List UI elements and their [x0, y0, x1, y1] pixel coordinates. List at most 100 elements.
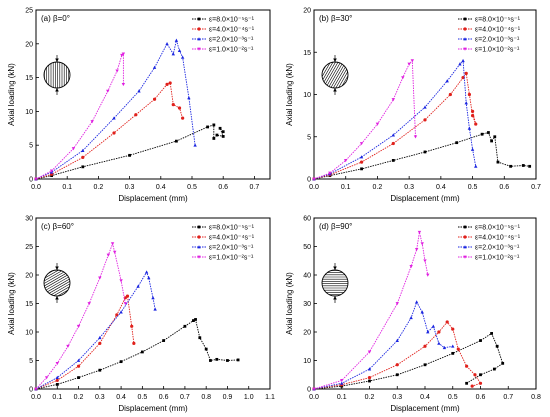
x-tick-label: 1.0: [244, 394, 254, 401]
data-point: [55, 378, 59, 383]
x-tick-label: 0.4: [436, 184, 446, 191]
y-tick-label: 40: [303, 273, 311, 280]
data-point: [193, 143, 197, 147]
data-point: [115, 69, 119, 73]
x-tick-label: 0.3: [125, 184, 135, 191]
chart-panel-4: 0.0 0.1 0.2 0.3 0.4 0.5 0.6 0.7 0.8 0 10 20 30 40 50 60…: [285, 216, 541, 414]
series-2: [34, 81, 185, 181]
data-point: [467, 92, 471, 97]
legend-entry: ε=1.0×10⁻²s⁻¹: [475, 47, 520, 54]
data-point: [367, 376, 372, 380]
data-point: [467, 126, 472, 130]
data-point: [49, 169, 54, 173]
data-point: [464, 71, 468, 75]
data-point: [134, 113, 138, 117]
data-point: [55, 361, 59, 366]
data-point: [465, 381, 469, 385]
series-1: [312, 332, 505, 391]
series-line: [35, 271, 156, 390]
data-point: [470, 109, 475, 113]
x-tick-label: 0.4: [420, 394, 430, 401]
data-point: [34, 387, 38, 391]
y-tick-label: 60: [303, 216, 311, 223]
data-point: [221, 135, 225, 138]
y-tick-label: 10: [25, 330, 33, 337]
data-point: [340, 379, 344, 383]
data-point: [215, 133, 219, 137]
legend-entry: ε=1.0×10⁻²s⁻¹: [209, 255, 254, 262]
panel-label: (d) β=90°: [319, 222, 352, 231]
legend-marker: [463, 235, 467, 239]
x-tick-label: 0.6: [159, 394, 169, 401]
data-point: [312, 387, 316, 391]
data-point: [98, 341, 102, 345]
y-tick-label: 15: [303, 50, 311, 57]
x-tick-label: 0.5: [468, 184, 478, 191]
data-point: [98, 276, 102, 280]
series-4: [34, 242, 128, 391]
data-point: [328, 171, 332, 175]
data-point: [106, 89, 110, 93]
data-point: [144, 270, 149, 274]
series-line: [313, 59, 477, 180]
data-point: [226, 359, 229, 362]
data-point: [55, 375, 59, 379]
legend-marker: [197, 47, 201, 51]
x-tick-label: 0.4: [156, 184, 166, 191]
panel-label: (b) β=30°: [319, 14, 352, 23]
data-point: [417, 230, 422, 235]
panel-label: (a) β=0°: [41, 14, 70, 23]
series-3: [34, 38, 197, 181]
data-point: [470, 147, 475, 151]
data-point: [456, 347, 460, 351]
data-point: [395, 338, 399, 342]
data-point: [391, 98, 395, 102]
data-point: [168, 81, 172, 85]
x-tick-label: 0.2: [74, 394, 84, 401]
data-point: [204, 347, 208, 351]
data-point: [420, 242, 424, 246]
data-point: [445, 320, 449, 324]
y-tick-label: 20: [25, 273, 33, 280]
data-point: [77, 376, 80, 379]
data-point: [119, 279, 123, 283]
series-line: [35, 52, 124, 180]
data-point: [448, 92, 452, 97]
data-point: [218, 126, 222, 130]
data-point: [81, 148, 85, 153]
data-point: [123, 302, 128, 306]
y-tick-label: 15: [25, 301, 33, 308]
data-point: [312, 177, 316, 181]
series-line: [35, 82, 184, 180]
series-1: [34, 318, 240, 391]
data-point: [473, 373, 477, 377]
x-tick-label: 0.8: [201, 394, 211, 401]
data-point: [81, 165, 85, 169]
y-tick-label: 0: [307, 177, 311, 184]
x-tick-label: 0.7: [503, 394, 513, 401]
data-point: [119, 310, 123, 314]
x-axis-title: Displacement (mm): [390, 404, 460, 413]
x-tick-label: 0.6: [476, 394, 486, 401]
specimen-disc-icon: [43, 55, 71, 95]
x-tick-label: 0.3: [392, 394, 402, 401]
data-point: [395, 373, 399, 377]
x-tick-label: 0.6: [218, 184, 228, 191]
x-axis-title: Displacement (mm): [118, 194, 188, 203]
data-point: [528, 164, 532, 168]
data-point: [121, 52, 126, 56]
legend-marker: [197, 245, 201, 249]
legend-entry: ε=2.0×10⁻³s⁻¹: [209, 245, 254, 252]
series-3: [312, 300, 455, 391]
data-point: [106, 253, 111, 257]
series-line: [313, 72, 477, 180]
specimen-disc-icon: [39, 263, 75, 303]
y-tick-label: 30: [25, 216, 33, 223]
data-point: [66, 344, 70, 349]
data-point: [461, 58, 465, 63]
series-2: [34, 294, 136, 391]
x-tick-label: 0.0: [309, 394, 319, 401]
x-tick-label: 0.7: [250, 184, 260, 191]
x-tick-label: 0.5: [448, 394, 458, 401]
y-axis-title: Axial loading (kN): [7, 272, 16, 335]
